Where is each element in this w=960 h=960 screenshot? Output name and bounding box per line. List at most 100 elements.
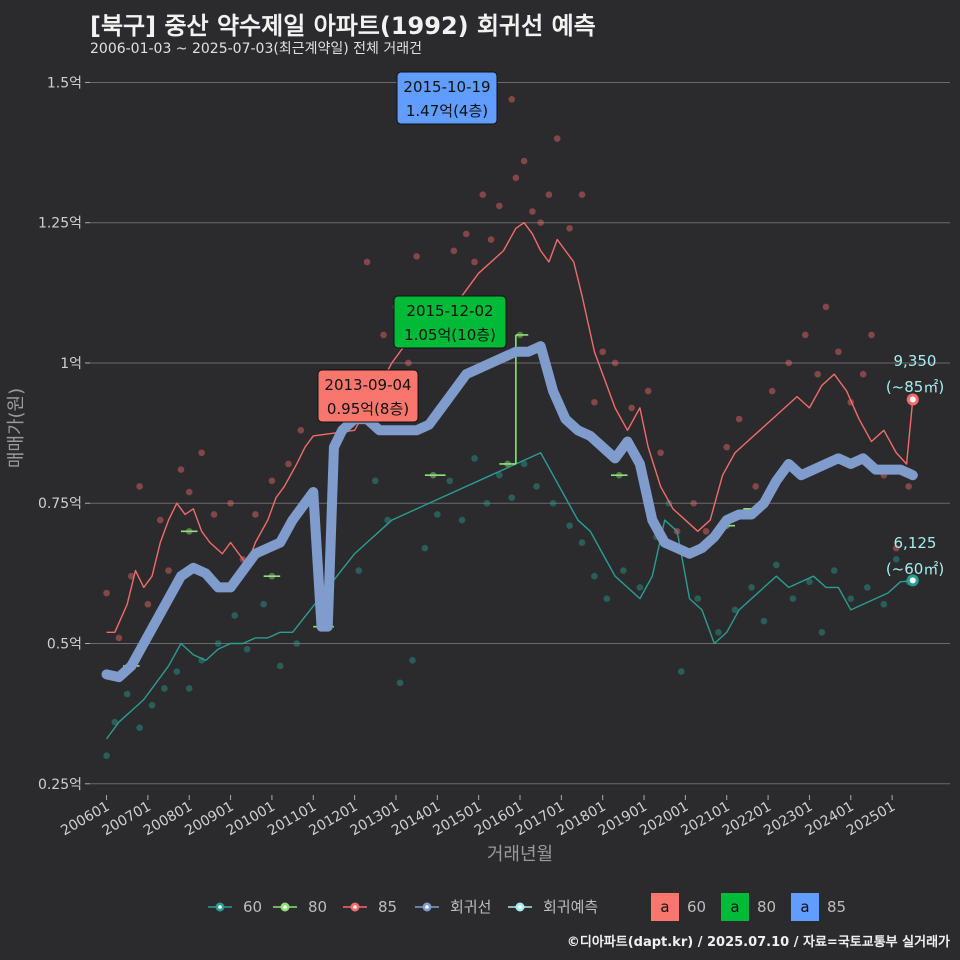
- scatter-point-85: [252, 511, 259, 518]
- annotation-date: 2015-12-02: [406, 302, 493, 320]
- scatter-point-60: [471, 455, 478, 462]
- y-axis-title: 매매가(원): [6, 388, 27, 468]
- scatter-point-60: [396, 679, 404, 687]
- scatter-point-85: [529, 208, 536, 215]
- legend-swatch-center: [353, 905, 357, 909]
- annotation-date: 2015-10-19: [403, 78, 490, 96]
- end-labels: 9,350 (~85㎡) 6,125 (~60㎡): [886, 352, 944, 587]
- scatter-point-85: [185, 488, 193, 496]
- scatter-point-60: [483, 499, 491, 507]
- scatter-point-60: [847, 595, 855, 602]
- legend-box-label: 80: [757, 898, 776, 916]
- y-tick-label: 0.25억: [38, 777, 82, 793]
- scatter-point-85: [512, 174, 520, 182]
- scatter-point-60: [161, 685, 168, 692]
- scatter-point-85: [578, 191, 586, 198]
- scatter-point-85: [496, 202, 503, 210]
- y-tick-label: 1.25억: [38, 216, 82, 232]
- annotation-date: 2013-09-04: [324, 376, 411, 394]
- scatter-point-85: [103, 589, 110, 597]
- legend-box-item-80: a 80: [721, 893, 776, 921]
- y-tick-label: 0.5억: [47, 637, 82, 653]
- scatter-point-60: [111, 718, 119, 726]
- scatter-point-60: [892, 556, 900, 563]
- legend-box-swatch: [721, 893, 749, 921]
- scatter-point-85: [868, 331, 875, 339]
- scatter-point-85: [363, 258, 371, 266]
- legend-box-label: 60: [687, 898, 706, 916]
- legend-box-glyph: a: [800, 898, 809, 916]
- legend-swatch-center: [283, 905, 287, 909]
- scatter-point-85: [198, 449, 205, 457]
- legend-item-85: 85: [343, 898, 397, 916]
- chart-title: [북구] 중산 약수제일 아파트(1992) 회귀선 예측: [90, 12, 596, 40]
- scatter-point-85: [479, 191, 487, 198]
- scatter-point-85: [859, 370, 867, 378]
- scatter-point-60: [880, 600, 888, 608]
- grid-lines: [90, 81, 950, 785]
- scatter-points: [103, 95, 912, 760]
- scatter-point-85: [785, 359, 793, 367]
- scatter-point-85: [814, 370, 821, 378]
- regression-line: [101, 341, 918, 683]
- scatter-point-85: [905, 483, 912, 490]
- scatter-point-60: [446, 477, 454, 485]
- scatter-point-85: [450, 247, 458, 255]
- scatter-point-60: [603, 595, 611, 602]
- scatter-point-85: [268, 477, 276, 485]
- scatter-point-85: [545, 191, 553, 198]
- legend-label: 회귀예측: [543, 898, 598, 916]
- scatter-point-60: [806, 578, 813, 586]
- scatter-point-60: [533, 483, 540, 490]
- scatter-point-60: [260, 600, 267, 608]
- scatter-point-85: [611, 359, 619, 367]
- scatter-point-85: [210, 511, 218, 518]
- scatter-point-60: [731, 606, 739, 614]
- legend-box-label: 85: [827, 898, 846, 916]
- scatter-point-60: [715, 628, 722, 636]
- scatter-point-85: [115, 634, 123, 642]
- legend-box-item-60: a 60: [651, 893, 706, 921]
- scatter-point-60: [409, 657, 416, 664]
- scatter-point-85: [657, 449, 664, 457]
- scatter-point-85: [566, 225, 573, 232]
- x-axis-title: 거래년월: [487, 844, 553, 865]
- annotation-value: 0.95억(8층): [327, 400, 409, 418]
- scatter-point-60: [371, 477, 379, 485]
- scatter-point-85: [892, 544, 900, 552]
- scatter-point-60: [864, 584, 871, 591]
- legend-box-glyph: a: [660, 898, 669, 916]
- legend-item-회귀선: 회귀선: [415, 898, 491, 916]
- scatter-point-85: [413, 253, 420, 260]
- legend-swatch-center: [425, 905, 429, 909]
- annotation-value: 1.05억(10층): [404, 326, 496, 344]
- series-line-85: [106, 222, 914, 633]
- chart-subtitle: 2006-01-03 ~ 2025-07-03(최근계약일) 전체 거래건: [90, 41, 422, 57]
- scatter-point-60: [214, 640, 222, 647]
- scatter-point-60: [148, 701, 156, 709]
- annotation-2013-09-04: 2013-09-04 0.95억(8층): [317, 369, 419, 423]
- scatter-point-85: [520, 157, 528, 165]
- scatter-point-85: [553, 135, 561, 142]
- scatter-point-85: [380, 331, 387, 339]
- scatter-point-60: [123, 690, 131, 698]
- scatter-point-60: [636, 584, 644, 591]
- scatter-point-85: [227, 499, 234, 507]
- annotations: 2015-10-191.47억(4층) 2015-12-02 1.05억(10층) 2…: [317, 71, 507, 423]
- legend-label: 80: [308, 898, 327, 916]
- scatter-point-85: [487, 236, 495, 243]
- series-lines: [101, 222, 918, 740]
- legend-item-60: 60: [208, 898, 262, 916]
- end-point-marker-inner: [909, 396, 916, 403]
- scatter-point-85: [165, 567, 172, 574]
- scatter-point-60: [276, 662, 284, 670]
- legend-item-회귀예측: 회귀예측: [508, 898, 598, 916]
- annotation-2015-10-19: 2015-10-19 1.47억(4층): [396, 71, 498, 125]
- scatter-point-60: [578, 539, 586, 546]
- scatter-point-60: [760, 617, 768, 625]
- legend-label: 회귀선: [450, 898, 491, 916]
- scatter-point-60: [520, 460, 528, 468]
- scatter-point-85: [297, 427, 305, 434]
- scatter-point-85: [628, 404, 635, 412]
